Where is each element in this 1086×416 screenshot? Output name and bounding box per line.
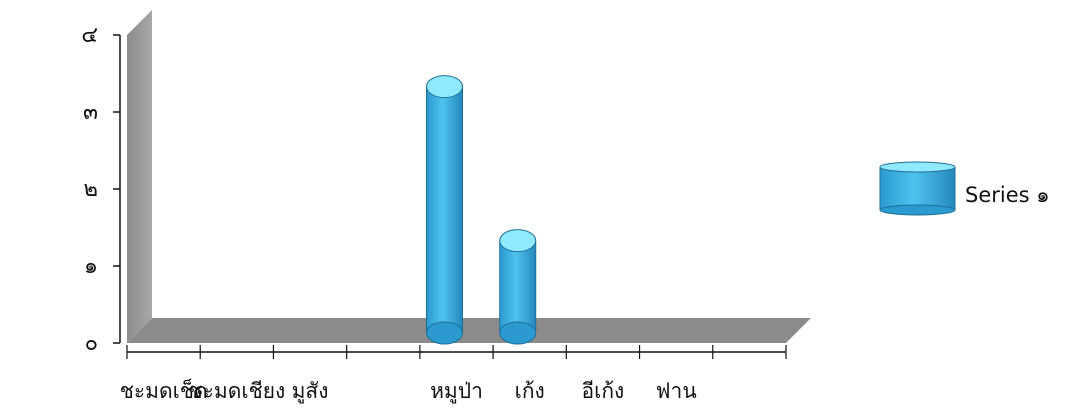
x-category-label: ชะมดเชียง [188,379,285,403]
y-tick-label: ๔ [81,23,98,48]
y-tick-label: ๐ [85,331,98,356]
legend-label-series-1: Series ๑ [965,183,1050,207]
y-tick-label: ๒ [83,177,98,202]
legend: Series ๑ [879,161,1050,216]
legend-swatch-bottom [879,204,956,216]
bar-bottom [499,321,537,345]
x-category-label: เก้ง [515,379,545,403]
bar-top [499,229,537,253]
bar-body [426,86,463,333]
bar-bottom [426,321,463,345]
legend-swatch-body [880,167,955,210]
x-category-label: มูสัง [292,379,329,404]
y-axis-ticks: ๐ ๑ ๒ ๓ ๔ [81,23,120,356]
y-tick-label: ๓ [83,100,98,125]
x-category-label: ฟาน [656,379,697,403]
chart-back-wall [127,10,152,343]
x-category-label: อีเก้ง [582,379,625,403]
bar-cylinder [426,75,463,345]
y-tick-label: ๑ [84,254,98,279]
bars-group [426,75,537,345]
legend-swatch-cylinder [879,161,956,216]
bar-body [499,240,536,333]
bar-cylinder [499,229,537,345]
chart-floor [127,318,811,343]
legend-swatch-top [879,161,956,173]
bar-top [426,75,463,99]
x-category-label: หมูป่า [430,379,483,404]
x-category-label: ชะมดเช็ด [120,377,208,403]
x-axis-ticks [126,345,787,359]
